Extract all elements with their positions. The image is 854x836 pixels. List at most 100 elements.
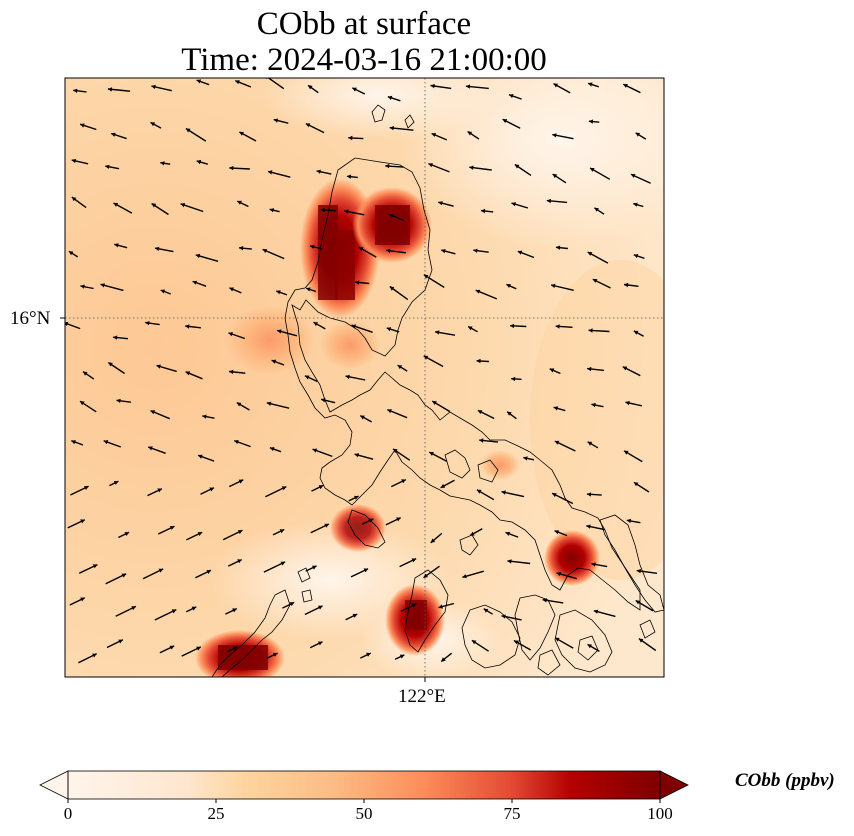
wind-arrow-head <box>344 209 349 214</box>
wind-arrow-head <box>316 169 321 174</box>
wind-arrow-head <box>156 364 161 369</box>
wind-arrow-head <box>131 606 136 611</box>
wind-arrow-head <box>114 243 119 248</box>
wind-arrow-head <box>80 284 85 289</box>
wind-arrow-head <box>368 518 374 523</box>
wind-arrow-head <box>289 602 295 607</box>
wind-arrow-head <box>269 447 275 452</box>
wind-arrow-head <box>318 485 324 490</box>
wind-arrow-head <box>232 646 238 651</box>
wind-arrow-head <box>352 613 358 618</box>
wind-arrow-head <box>635 600 641 605</box>
wind-arrow-head <box>556 571 562 577</box>
wind-arrow-head <box>431 133 437 137</box>
wind-arrow-head <box>507 559 512 564</box>
wind-arrow-head <box>124 532 130 536</box>
wind-arrow-head <box>396 517 401 522</box>
wind-arrow-head <box>71 197 77 202</box>
wind-arrow-head <box>366 652 371 657</box>
wind-arrow-head <box>552 133 557 138</box>
wind-arrow-head <box>239 131 244 136</box>
wind-arrow-head <box>229 369 234 375</box>
wind-arrow-head <box>237 530 243 535</box>
wind-arrow-head <box>481 208 486 214</box>
wind-arrow-head <box>470 531 475 536</box>
wind-arrow-head <box>158 568 164 573</box>
wind-arrow-head <box>633 202 638 207</box>
wind-arrow-head <box>441 249 446 254</box>
wind-arrow-head <box>321 398 326 403</box>
wind-arrow-head <box>92 564 98 569</box>
wind-arrow-head <box>513 640 519 645</box>
wind-arrow-head <box>505 531 511 536</box>
wind-arrow-head <box>462 574 467 579</box>
wind-arrow-head <box>552 174 558 179</box>
wind-arrow-head <box>428 163 433 168</box>
wind-arrow-head <box>430 83 435 89</box>
wind-arrow-head <box>586 524 591 529</box>
wind-arrow-head <box>100 283 105 288</box>
wind-arrow-head <box>590 168 595 172</box>
wind-arrow-head <box>510 323 515 329</box>
colorbar-label: CObb (ppbv) <box>735 770 835 791</box>
wind-arrow-head <box>591 402 596 408</box>
wind-arrow-head <box>624 450 629 455</box>
wind-arrow-head <box>150 410 156 415</box>
wind-arrow <box>267 78 285 90</box>
wind-arrow-head <box>441 657 446 662</box>
wind-arrow-head <box>160 289 166 294</box>
wind-arrow-head <box>556 245 561 250</box>
wind-arrow-head <box>196 79 202 84</box>
wind-arrow-head <box>588 328 593 333</box>
wind-arrow-head <box>423 274 429 279</box>
wind-arrow-head <box>587 644 592 649</box>
wind-arrow-head <box>551 283 556 289</box>
wind-arrow-head <box>206 570 211 574</box>
map-frame <box>64 77 665 678</box>
wind-arrow-head <box>268 170 273 175</box>
wind-arrow-head <box>479 438 484 443</box>
wind-arrow-head <box>552 493 557 498</box>
wind-arrow-head <box>411 603 417 608</box>
wind-arrow-head <box>180 203 186 208</box>
wind-arrow-head <box>280 561 286 566</box>
wind-arrow-head <box>351 324 357 329</box>
wind-arrow-head <box>476 489 482 494</box>
wind-arrow-head <box>157 488 162 493</box>
wind-arrow-head <box>514 164 520 169</box>
wind-arrow-head <box>385 163 390 169</box>
heatmap-field <box>65 78 664 677</box>
wind-arrow-head <box>234 440 239 445</box>
wind-arrow-head <box>623 84 628 88</box>
wind-arrow-head <box>281 486 287 491</box>
wind-arrow-head <box>387 409 392 414</box>
wind-arrow-head <box>185 324 190 329</box>
wind-arrow-head <box>555 637 560 642</box>
wind-arrow-head <box>546 198 551 204</box>
latitude-tick-label: 16°N <box>10 308 51 329</box>
wind-arrow-head <box>432 401 437 405</box>
wind-arrow-head <box>469 165 474 170</box>
wind-arrow-head <box>73 88 78 93</box>
colorbar-extend-max <box>659 770 689 800</box>
hotspot-palawan <box>195 630 285 677</box>
wind-arrow-head <box>202 414 207 419</box>
wind-arrow-head <box>198 454 203 459</box>
wind-arrow-head <box>389 125 394 131</box>
wind-arrow-head <box>324 523 329 528</box>
wind-arrow-head <box>107 87 113 92</box>
wind-arrow-head <box>155 246 160 251</box>
wind-arrow-head <box>501 614 506 619</box>
wind-arrow-head <box>587 252 593 256</box>
wind-arrow-head <box>624 282 629 288</box>
wind-arrow-head <box>313 322 318 327</box>
wind-arrow-head <box>588 119 594 124</box>
wind-arrow-head <box>553 83 558 88</box>
wind-arrow-head <box>399 654 405 659</box>
wind-arrow-head <box>113 335 118 340</box>
wind-arrow-head <box>169 645 175 650</box>
colorbar-tick-label: 100 <box>647 804 673 823</box>
wind-arrow-head <box>116 398 121 403</box>
wind-arrow-head <box>312 448 318 453</box>
